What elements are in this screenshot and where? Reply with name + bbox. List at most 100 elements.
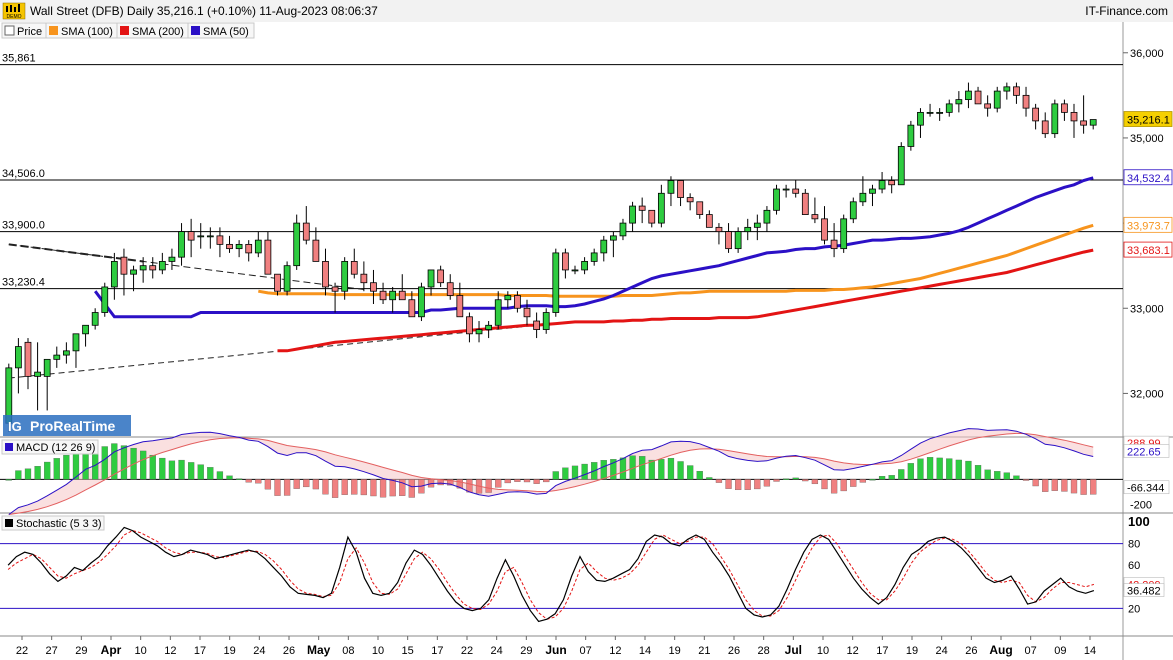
price-tick-label: 35,000 [1130, 133, 1164, 145]
candle [398, 290, 406, 301]
macd-histogram-bar [216, 471, 224, 480]
macd-histogram-bar [984, 469, 991, 480]
candle [293, 222, 301, 267]
macd-histogram-bar [15, 470, 22, 480]
x-tick-label: Apr [101, 643, 122, 657]
candle [149, 265, 157, 271]
legend-item-sma100[interactable]: SMA (100) [45, 22, 118, 39]
candle [370, 282, 377, 292]
macd-histogram-bar [850, 479, 857, 487]
candle [254, 239, 262, 254]
candle [101, 286, 109, 313]
candle [1041, 120, 1049, 135]
trendline [8, 324, 537, 379]
sma100-line [258, 223, 1094, 298]
macd-histogram-bar [926, 457, 934, 480]
x-tick-label: 12 [164, 645, 176, 657]
macd-histogram-bar [322, 479, 329, 495]
macd-histogram-bar [869, 479, 876, 481]
candle [120, 256, 128, 275]
candle [581, 261, 588, 271]
macd-histogram-bar [264, 479, 272, 490]
macd-histogram-bar [667, 457, 675, 480]
macd-histogram-bar [706, 477, 713, 480]
candle [984, 103, 992, 109]
candle [446, 282, 454, 296]
macd-histogram-bar [351, 479, 358, 495]
macd-histogram-bar [658, 459, 665, 480]
legend: Price SMA (100) SMA (200) SMA (50) [1, 22, 255, 39]
candle [360, 273, 368, 284]
macd-histogram-bar [235, 478, 243, 480]
macd-histogram-bar [687, 465, 694, 480]
macd-histogram-bar [543, 479, 550, 483]
legend-item-sma50[interactable]: SMA (50) [187, 22, 255, 39]
legend-item-sma200[interactable]: SMA (200) [116, 22, 189, 39]
x-tick-label: 14 [639, 645, 651, 657]
svg-text:SMA (200): SMA (200) [132, 26, 184, 38]
candle [590, 252, 598, 262]
macd-value-label-bg [1123, 480, 1170, 495]
candle [744, 226, 752, 233]
macd-histogram-bar [936, 457, 943, 480]
value-label: 33,683.1 [1127, 245, 1170, 257]
candle [514, 295, 521, 309]
macd-histogram-bar [581, 463, 588, 480]
x-tick-label: 17 [876, 645, 888, 657]
macd-histogram-bar [188, 462, 195, 480]
macd-histogram-bar [754, 479, 761, 490]
x-tick-label: 27 [46, 645, 58, 657]
svg-text:SMA (50): SMA (50) [203, 26, 249, 38]
candle [1013, 86, 1020, 96]
stochastic-panel: 10080602042.20936.482 [0, 514, 1165, 623]
candle [341, 261, 349, 292]
x-tick-label: 14 [1084, 645, 1096, 657]
sma200-line [277, 248, 1094, 353]
macd-histogram-bar [5, 479, 12, 481]
x-tick-label: 19 [669, 645, 681, 657]
candle [427, 269, 435, 288]
candle [801, 192, 809, 215]
macd-line [8, 428, 1094, 515]
macd-histogram-bar [802, 479, 809, 482]
macd-histogram-bar [1013, 475, 1020, 480]
candle [869, 188, 876, 194]
x-tick-label: Jul [785, 643, 802, 657]
macd-histogram-bar [696, 471, 703, 480]
macd-histogram-bar [168, 460, 176, 480]
candle [552, 252, 560, 313]
x-tick-label: 12 [609, 645, 621, 657]
x-tick-label: May [307, 643, 331, 657]
x-tick-label: 29 [520, 645, 532, 657]
value-label: 33,973.7 [1127, 220, 1170, 232]
candle [158, 261, 166, 271]
x-tick-label: 12 [847, 645, 859, 657]
candle [1070, 111, 1078, 122]
macd-histogram-bar [178, 459, 185, 480]
x-tick-label: 26 [728, 645, 740, 657]
stochastic-tick-label: 80 [1128, 539, 1140, 551]
candle [974, 90, 982, 105]
legend-item-price[interactable]: Price [1, 22, 47, 39]
macd-value-label: -66.344 [1127, 483, 1164, 495]
macd-histogram-bar [677, 461, 684, 480]
macd-histogram-bar [226, 475, 233, 480]
candle [571, 269, 579, 272]
candle [705, 214, 713, 228]
macd-histogram-bar [1003, 472, 1010, 480]
candle [110, 261, 118, 288]
macd-histogram-bar [792, 477, 799, 480]
macd-histogram-bar [888, 475, 895, 480]
level-label-bg [0, 166, 56, 180]
level-label-bg [0, 217, 56, 231]
macd-histogram-bar [101, 446, 108, 480]
x-tick-label: 10 [372, 645, 384, 657]
macd-histogram-bar [898, 469, 905, 480]
value-label: 35,216.1 [1127, 115, 1170, 127]
x-tick-label: 19 [906, 645, 918, 657]
macd-histogram-bar [735, 479, 742, 491]
candle [139, 265, 147, 271]
macd-histogram-bar [360, 479, 367, 496]
x-tick-label: 24 [253, 645, 265, 657]
